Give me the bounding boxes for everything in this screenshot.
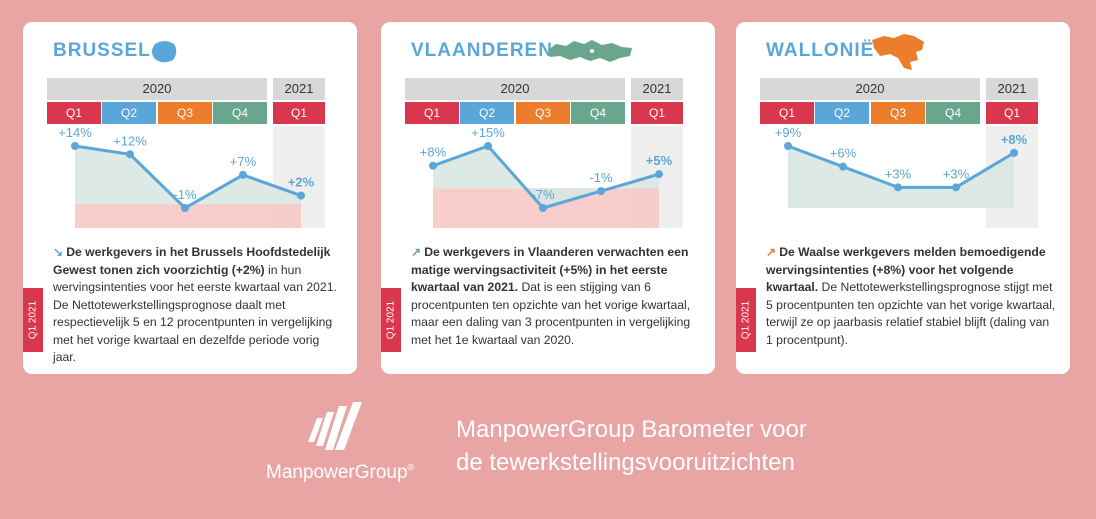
data-point [71, 142, 79, 150]
tagline: ManpowerGroup Barometer voor de tewerkst… [456, 413, 807, 479]
card-vlaanderen: VLAANDEREN 2020 2021 Q1 Q2 Q3 Q4 Q1 +8% +15% -7% -1… [381, 22, 715, 374]
data-point [597, 187, 605, 196]
data-label: -1% [173, 187, 197, 202]
data-point [784, 142, 792, 150]
data-point [126, 150, 134, 159]
description-text: De Nettotewerkstellingsprognose stijgt m… [766, 280, 1056, 347]
quarter-header-2020-q2: Q2 [815, 102, 869, 124]
data-point [239, 170, 247, 179]
quarter-side-tag: Q1 2021 [381, 288, 401, 352]
data-label: +7% [230, 154, 257, 169]
data-label: +9% [775, 125, 802, 140]
description-bold: De werkgevers in het Brussels Hoofdste­d… [53, 245, 331, 277]
quarter-header-2020-q2: Q2 [460, 102, 514, 124]
data-point [181, 204, 189, 212]
data-label: -1% [589, 170, 613, 185]
quarter-header-2020-q3: Q3 [871, 102, 925, 124]
description: ↗ De Waalse werkgevers melden bemoedigend… [766, 244, 1056, 349]
line-chart: +9% +6% +3% +3% +8% [775, 125, 1038, 228]
quarter-header-2020-q4: Q4 [926, 102, 980, 124]
data-label: +2% [288, 175, 315, 190]
description: ↘ De werkgevers in het Brussels Hoofdste­… [53, 244, 343, 367]
quarter-side-tag: Q1 2021 [23, 288, 43, 352]
card-title: BRUSSEL [53, 40, 151, 61]
area-fill [788, 146, 1014, 208]
card-wallonie: WALLONIË 2020 2021 Q1 Q2 Q3 Q4 Q1 +9% +6% +3% +3% +8… [736, 22, 1070, 374]
description: ↗ De werkgevers in Vlaanderen verwachten … [411, 244, 701, 349]
data-label: +6% [830, 146, 857, 161]
data-point [297, 191, 305, 200]
year-2021-header: 2021 [631, 78, 683, 100]
manpowergroup-logo-icon [308, 402, 362, 450]
flanders-map-icon [546, 38, 634, 69]
description-text: Dat is een stijging van 6 procentpunten … [411, 280, 691, 347]
data-point [655, 170, 663, 179]
data-point [1010, 148, 1018, 157]
quarter-header-2020-q1: Q1 [47, 102, 101, 124]
data-label: +8% [1001, 132, 1028, 147]
quarter-header-2021-q1: Q1 [986, 102, 1038, 124]
data-point [952, 183, 960, 192]
description-bold: De Waalse werkgevers melden bemoedigende… [766, 245, 1046, 294]
data-point [484, 142, 492, 150]
card-title: WALLONIË [766, 40, 875, 61]
data-label: -7% [531, 187, 555, 202]
data-label: +14% [58, 125, 92, 140]
brand-name: ManpowerGroup® [266, 462, 415, 483]
quarter-header-2020-q4: Q4 [571, 102, 625, 124]
data-point [539, 204, 547, 212]
data-point [839, 162, 847, 171]
data-label: +15% [471, 125, 505, 140]
description-bold: De werkgevers in Vlaanderen verwachten e… [411, 245, 689, 294]
quarter-header-2020-q2: Q2 [102, 102, 156, 124]
year-2021-header: 2021 [273, 78, 325, 100]
quarter-header-2020-q3: Q3 [158, 102, 212, 124]
arrow-up-right-icon: ↗ [411, 245, 422, 259]
area-fill [433, 146, 659, 208]
tagline-line-1: ManpowerGroup Barometer voor [456, 416, 807, 443]
year-2020-header: 2020 [760, 78, 980, 100]
data-label: +3% [885, 166, 912, 181]
quarter-header-2020-q1: Q1 [760, 102, 814, 124]
wallonia-map-icon [870, 32, 926, 77]
description-text: in hun wervingsintenties voor het eerste… [53, 262, 337, 365]
year-2020-header: 2020 [405, 78, 625, 100]
area-fill [75, 146, 301, 208]
card-brussel: BRUSSEL 2020 2021 Q1 Q2 Q3 Q4 Q1 +14% +12% -1% +7% +… [23, 22, 357, 374]
year-2020-header: 2020 [47, 78, 267, 100]
line-chart: +14% +12% -1% +7% +2% [58, 125, 325, 228]
arrow-up-right-icon: ↗ [766, 245, 777, 259]
data-label: +5% [646, 153, 673, 168]
year-2021-header: 2021 [986, 78, 1038, 100]
data-point [429, 161, 437, 170]
data-point [894, 183, 902, 192]
data-label: +12% [113, 133, 147, 148]
quarter-side-tag: Q1 2021 [736, 288, 756, 352]
quarter-header-2021-q1: Q1 [631, 102, 683, 124]
tagline-line-2: de tewerkstellingsvooruitzichten [456, 449, 795, 476]
quarter-header-2020-q3: Q3 [516, 102, 570, 124]
data-label: +3% [943, 166, 970, 181]
card-title: VLAANDEREN [411, 40, 553, 61]
quarter-header-2020-q4: Q4 [213, 102, 267, 124]
quarter-header-2020-q1: Q1 [405, 102, 459, 124]
data-label: +8% [420, 145, 447, 160]
quarter-header-2021-q1: Q1 [273, 102, 325, 124]
brussels-map-icon [149, 40, 179, 69]
line-chart: +8% +15% -7% -1% +5% [420, 125, 683, 228]
arrow-down-right-icon: ↘ [53, 245, 64, 259]
